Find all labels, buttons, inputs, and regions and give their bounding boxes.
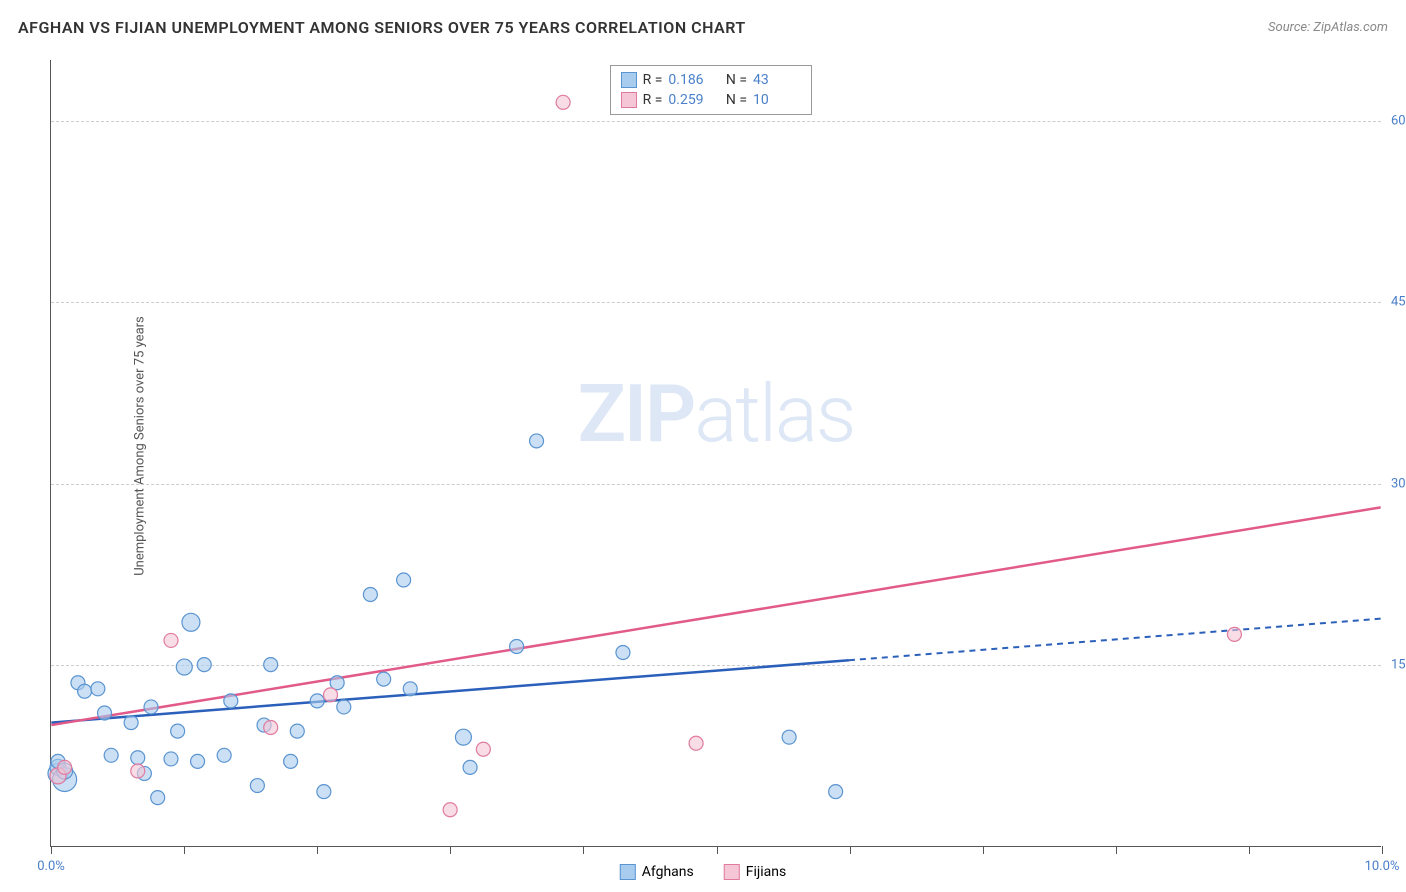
data-point-afghans [397, 573, 411, 587]
trend-line-afghans [51, 660, 849, 722]
data-point-afghans [217, 748, 231, 762]
data-point-fijians [264, 721, 278, 735]
data-point-afghans [455, 729, 471, 745]
data-point-afghans [250, 779, 264, 793]
x-tick-label: 10.0% [1365, 859, 1400, 874]
data-point-afghans [144, 700, 158, 714]
legend-item-afghans: Afghans [620, 864, 694, 880]
y-tick-label: 45.0% [1386, 295, 1406, 310]
data-point-fijians [556, 95, 570, 109]
data-point-afghans [310, 694, 324, 708]
legend-label: Fijians [746, 864, 786, 880]
stats-r-label: R = [643, 72, 663, 88]
x-tick [1249, 846, 1250, 854]
x-tick [983, 846, 984, 854]
data-point-afghans [176, 659, 192, 675]
data-point-fijians [689, 736, 703, 750]
data-point-afghans [171, 724, 185, 738]
data-point-afghans [616, 646, 630, 660]
swatch-icon [621, 72, 637, 88]
data-point-afghans [403, 682, 417, 696]
data-point-afghans [224, 694, 238, 708]
x-tick-label: 0.0% [37, 859, 65, 874]
y-tick-label: 15.0% [1386, 658, 1406, 673]
data-point-afghans [151, 791, 165, 805]
chart-plot-area: ZIPatlas R =0.186 N =43R =0.259 N =10 0.… [50, 60, 1381, 847]
data-point-fijians [164, 633, 178, 647]
trend-line-dashed-afghans [849, 619, 1381, 661]
stats-r-label: R = [643, 92, 663, 108]
stats-row-afghans: R = 0.186 N = 43 [621, 70, 801, 90]
scatter-plot-svg [51, 60, 1381, 846]
data-point-afghans [91, 682, 105, 696]
stats-n-value: 10 [753, 92, 801, 108]
trend-line-fijians [51, 507, 1380, 725]
x-tick [583, 846, 584, 854]
legend-item-fijians: Fijians [724, 864, 786, 880]
x-axis-legend: Afghans Fijians [620, 864, 786, 880]
data-point-afghans [337, 700, 351, 714]
x-tick [184, 846, 185, 854]
data-point-afghans [131, 751, 145, 765]
x-tick [850, 846, 851, 854]
stats-r-value: 0.186 [668, 72, 716, 88]
stats-row-fijians: R = 0.259 N = 10 [621, 90, 801, 110]
y-tick-label: 60.0% [1386, 113, 1406, 128]
data-point-afghans [530, 434, 544, 448]
y-tick-label: 30.0% [1386, 476, 1406, 491]
swatch-icon [621, 92, 637, 108]
swatch-icon [620, 864, 636, 880]
data-point-afghans [104, 748, 118, 762]
data-point-afghans [164, 752, 178, 766]
data-point-afghans [510, 639, 524, 653]
stats-r-value: 0.259 [668, 92, 716, 108]
x-tick [317, 846, 318, 854]
data-point-afghans [829, 785, 843, 799]
data-point-afghans [284, 754, 298, 768]
data-point-afghans [290, 724, 304, 738]
data-point-fijians [443, 803, 457, 817]
data-point-afghans [317, 785, 331, 799]
chart-title: AFGHAN VS FIJIAN UNEMPLOYMENT AMONG SENI… [18, 18, 746, 37]
data-point-afghans [782, 730, 796, 744]
data-point-fijians [324, 688, 338, 702]
data-point-fijians [476, 742, 490, 756]
x-tick [1382, 846, 1383, 854]
data-point-afghans [377, 672, 391, 686]
x-tick [1116, 846, 1117, 854]
x-tick [717, 846, 718, 854]
data-point-fijians [131, 764, 145, 778]
chart-header: AFGHAN VS FIJIAN UNEMPLOYMENT AMONG SENI… [18, 18, 1388, 37]
legend-label: Afghans [642, 864, 694, 880]
data-point-afghans [197, 658, 211, 672]
data-point-fijians [58, 760, 72, 774]
data-point-afghans [124, 716, 138, 730]
x-tick [51, 846, 52, 854]
data-point-fijians [1227, 627, 1241, 641]
stats-legend-box: R = 0.186 N = 43 R = 0.259 N = 10 [610, 65, 812, 115]
data-point-afghans [78, 684, 92, 698]
data-point-afghans [363, 587, 377, 601]
stats-n-label: N = [722, 92, 747, 108]
data-point-afghans [463, 760, 477, 774]
data-point-afghans [98, 706, 112, 720]
data-point-afghans [191, 754, 205, 768]
stats-n-label: N = [722, 72, 747, 88]
stats-n-value: 43 [753, 72, 801, 88]
source-attribution: Source: ZipAtlas.com [1268, 20, 1388, 35]
data-point-afghans [264, 658, 278, 672]
x-tick [450, 846, 451, 854]
swatch-icon [724, 864, 740, 880]
data-point-afghans [182, 613, 200, 631]
